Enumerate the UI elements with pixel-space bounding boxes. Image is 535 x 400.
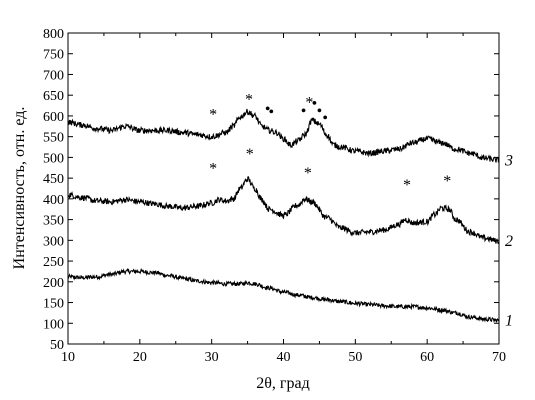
y-tick-label: 300 — [43, 234, 64, 249]
y-tick-label: 150 — [43, 297, 64, 312]
x-tick-label: 20 — [133, 350, 147, 365]
asterisk-marker: * — [246, 146, 254, 163]
asterisk-marker: * — [403, 177, 411, 194]
asterisk-marker: * — [443, 173, 451, 190]
curve-label-2: 2 — [505, 233, 513, 250]
dot-marker: • — [312, 95, 318, 112]
dot-marker: • — [317, 103, 323, 120]
y-tick-label: 750 — [43, 48, 64, 63]
curve-labels: 1 2 3 — [504, 152, 513, 329]
plot-area-frame — [67, 32, 500, 345]
x-axis-title: 2θ, град — [256, 375, 309, 392]
x-tick-label: 30 — [205, 350, 219, 365]
x-tick-label: 70 — [492, 350, 506, 365]
y-tick-label: 550 — [43, 131, 64, 146]
x-tick-label: 60 — [420, 350, 434, 365]
series-group — [67, 108, 500, 324]
dot-marker: • — [268, 104, 274, 121]
asterisk-marker: * — [304, 165, 312, 182]
y-tick-label: 450 — [43, 172, 64, 187]
y-tick-label: 800 — [43, 27, 64, 42]
y-tick-label: 400 — [43, 193, 64, 208]
y-tick-label: 50 — [50, 338, 64, 353]
peak-markers: **•• •*• • •**** * — [209, 91, 451, 194]
y-tick-label: 100 — [43, 317, 64, 332]
y-tick-label: 350 — [43, 214, 64, 229]
y-tick-label: 500 — [43, 151, 64, 166]
y-tick-label: 700 — [43, 68, 64, 83]
dot-marker: • — [301, 103, 307, 120]
series-line-3 — [67, 108, 500, 163]
dot-marker: • — [322, 110, 328, 127]
series-line-1 — [67, 267, 500, 324]
y-tick-label: 200 — [43, 276, 64, 291]
y-axis-ticks: 50 100 150 200 250 300 350 400 450 500 550 600 650 70… — [43, 27, 499, 353]
x-tick-label: 10 — [61, 350, 75, 365]
x-tick-label: 50 — [348, 350, 362, 365]
x-tick-label: 40 — [277, 350, 291, 365]
x-axis-ticks: 10 20 30 40 50 60 70 — [61, 33, 506, 365]
asterisk-marker: * — [209, 161, 217, 178]
curve-label-1: 1 — [505, 312, 513, 329]
curve-label-3: 3 — [504, 152, 513, 169]
dot-marker: • — [265, 101, 271, 118]
asterisk-marker: * — [305, 94, 313, 111]
y-axis-title: Интенсивность, отн. ед. — [11, 107, 28, 270]
y-tick-label: 650 — [43, 89, 64, 104]
series-line-2 — [67, 176, 500, 245]
asterisk-marker: * — [245, 91, 253, 108]
asterisk-marker: * — [209, 107, 217, 124]
y-tick-label: 600 — [43, 110, 64, 125]
y-tick-label: 250 — [43, 255, 64, 270]
